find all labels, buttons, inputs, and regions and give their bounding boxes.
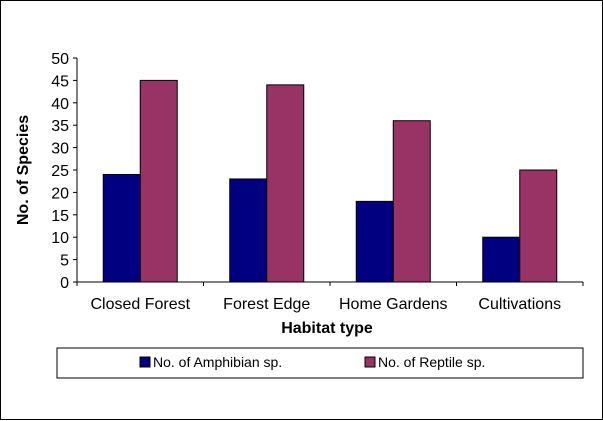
- y-tick-label: 45: [51, 73, 69, 90]
- x-axis-ticks: Closed Forest Forest Edge Home Gardens Cult…: [76, 282, 584, 313]
- y-tick-label: 15: [51, 208, 69, 225]
- y-tick-label: 25: [51, 163, 69, 180]
- y-axis-ticks: 0 5 10 15 20 25 30 35 40 45 50: [51, 51, 77, 292]
- legend-swatch-amphibian: [139, 356, 151, 368]
- bar-amphibian-forest-edge: [229, 178, 268, 283]
- y-tick-label: 50: [51, 51, 69, 68]
- legend-label-amphibian: No. of Amphibian sp.: [153, 354, 282, 370]
- y-tick-label: 0: [60, 275, 69, 292]
- x-axis-title: Habitat type: [281, 320, 373, 337]
- bar-reptile-closed-forest: [139, 79, 178, 283]
- legend-swatch-reptile: [364, 356, 376, 368]
- bar-reptile-forest-edge: [266, 84, 305, 283]
- x-tick-label: Cultivations: [478, 296, 561, 313]
- bar-reptile-home-gardens: [392, 120, 431, 283]
- y-axis-title: No. of Species: [15, 115, 32, 225]
- bar-amphibian-home-gardens: [355, 200, 394, 283]
- bar-reptile-cultivations: [519, 169, 558, 283]
- x-tick-label: Closed Forest: [90, 296, 190, 313]
- legend: No. of Amphibian sp. No. of Reptile sp.: [56, 347, 584, 379]
- y-tick-label: 5: [60, 253, 69, 270]
- y-tick-label: 20: [51, 185, 69, 202]
- y-tick-label: 35: [51, 118, 69, 135]
- y-tick-label: 30: [51, 141, 69, 158]
- y-tick-label: 10: [51, 230, 69, 247]
- x-tick-label: Forest Edge: [223, 296, 310, 313]
- y-tick-label: 40: [51, 96, 69, 113]
- legend-label-reptile: No. of Reptile sp.: [378, 354, 485, 370]
- bar-amphibian-cultivations: [482, 236, 521, 283]
- bar-amphibian-closed-forest: [102, 173, 141, 283]
- legend-box: [56, 347, 584, 379]
- x-tick-label: Home Gardens: [339, 296, 448, 313]
- bars: [102, 79, 558, 283]
